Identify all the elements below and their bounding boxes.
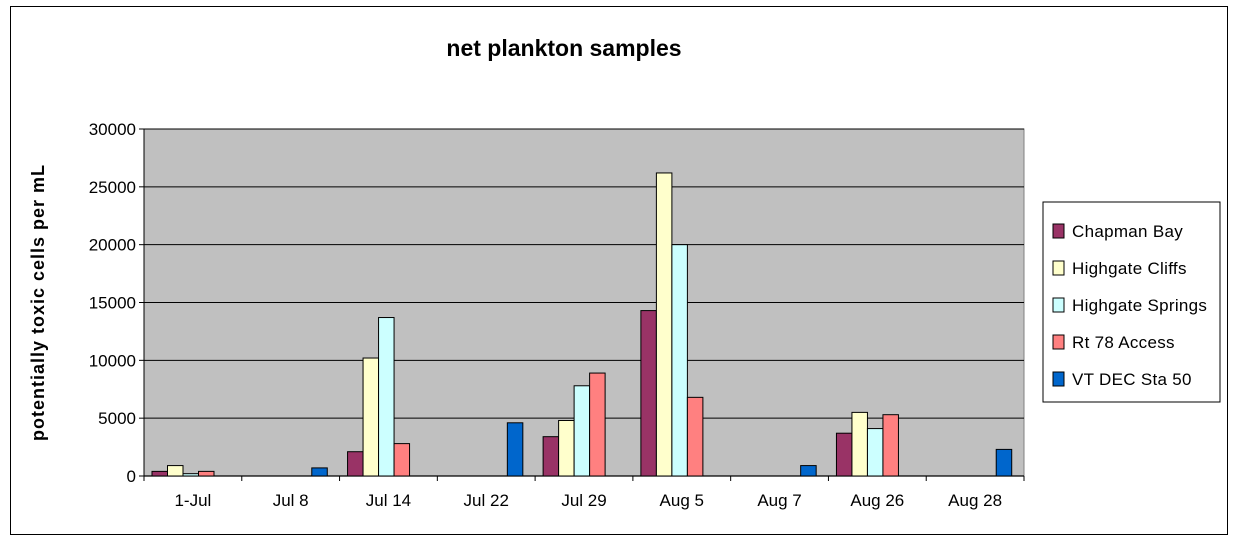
chart-title: net plankton samples (446, 35, 681, 61)
x-tick-label: Aug 26 (850, 491, 904, 510)
bar-vt-dec-sta-50 (311, 467, 328, 477)
x-tick-label: Jul 14 (366, 491, 411, 510)
x-tick-label: Aug 28 (948, 491, 1002, 510)
bar-highgate-springs (182, 473, 199, 477)
bar-highgate-cliffs (851, 411, 868, 477)
y-tick-label: 25000 (89, 178, 136, 197)
y-tick-label: 10000 (89, 351, 136, 370)
y-axis-label: potentially toxic cells per mL (28, 164, 48, 441)
x-tick-label: 1-Jul (174, 491, 211, 510)
bar-chapman-bay (347, 451, 364, 477)
y-tick-label: 0 (127, 467, 136, 486)
y-tick-label: 15000 (89, 294, 136, 313)
legend-label: Highgate Cliffs (1072, 259, 1187, 278)
legend-swatch (1052, 297, 1065, 313)
bar-highgate-cliffs (167, 465, 184, 477)
legend-label: VT DEC Sta 50 (1072, 370, 1192, 389)
bar-rt-78-access (686, 396, 704, 477)
bar-highgate-springs (866, 428, 884, 477)
bar-chapman-bay (542, 436, 560, 477)
legend-label: Rt 78 Access (1072, 333, 1175, 352)
bar-vt-dec-sta-50 (800, 465, 817, 477)
bar-vt-dec-sta-50 (995, 448, 1013, 477)
bar-chapman-bay (640, 310, 657, 477)
legend-label: Highgate Springs (1072, 296, 1207, 315)
bar-chapman-bay (151, 470, 168, 477)
x-tick-label: Aug 7 (757, 491, 801, 510)
legend (1042, 201, 1221, 403)
y-tick-label: 5000 (98, 409, 136, 428)
bar-highgate-springs (573, 385, 591, 477)
bar-highgate-springs (378, 317, 395, 477)
legend-swatch (1052, 260, 1065, 276)
bar-vt-dec-sta-50 (506, 422, 524, 477)
bar-rt-78-access (882, 414, 899, 477)
legend-swatch (1052, 334, 1065, 350)
bar-rt-78-access (589, 372, 606, 477)
y-tick-label: 30000 (89, 120, 136, 139)
x-tick-label: Jul 8 (273, 491, 309, 510)
x-tick-label: Jul 22 (464, 491, 509, 510)
bar-highgate-cliffs (558, 419, 575, 477)
chart-area: net plankton samples 0 5000 10000 15000 20000… (10, 6, 1228, 535)
bar-chapman-bay (835, 432, 853, 477)
bar-rt-78-access (198, 470, 215, 477)
bar-highgate-springs (671, 244, 688, 477)
bar-highgate-cliffs (362, 357, 380, 477)
bar-chart: net plankton samples 0 5000 10000 15000 20000… (28, 35, 1221, 510)
x-tick-label: Jul 29 (561, 491, 606, 510)
bar-highgate-cliffs (655, 172, 673, 477)
bar-rt-78-access (393, 443, 411, 477)
x-tick-label: Aug 5 (660, 491, 704, 510)
legend-swatch (1052, 223, 1065, 239)
y-tick-label: 20000 (89, 236, 136, 255)
legend-swatch (1052, 371, 1065, 387)
legend-label: Chapman Bay (1072, 222, 1183, 241)
